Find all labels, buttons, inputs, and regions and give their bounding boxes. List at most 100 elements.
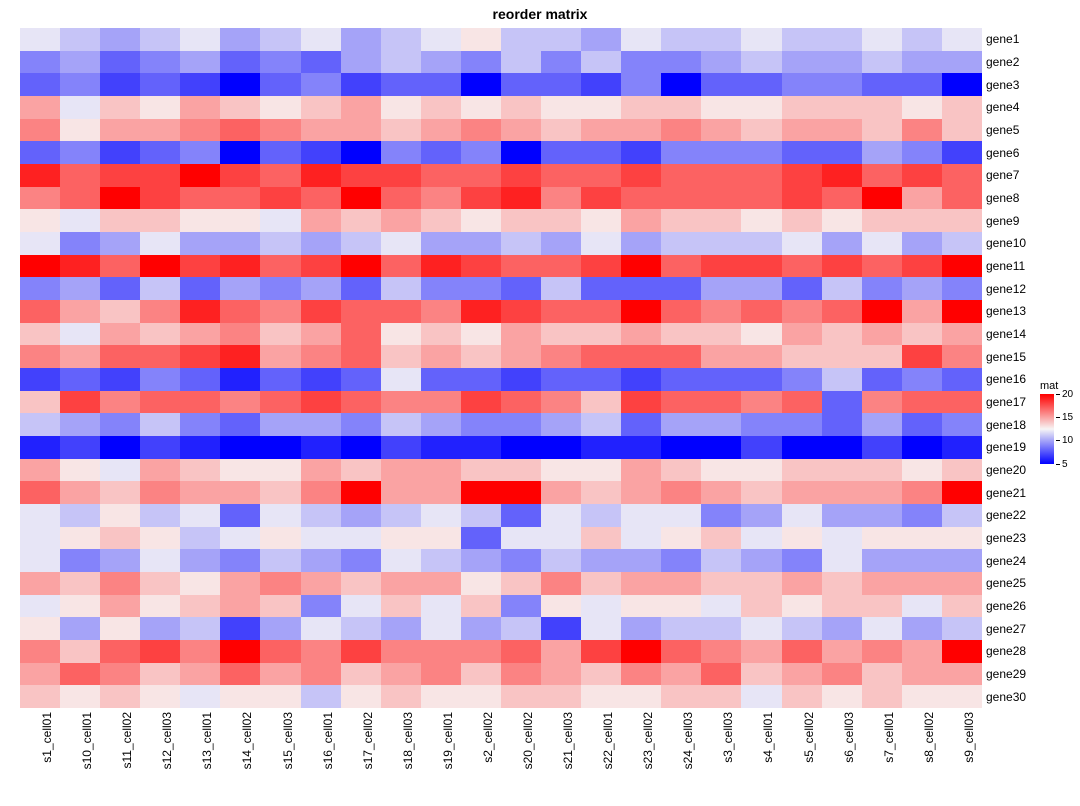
heatmap-cell	[822, 663, 862, 686]
heatmap-cell	[902, 527, 942, 550]
heatmap-cell	[541, 232, 581, 255]
heatmap-cell	[581, 413, 621, 436]
heatmap-cell	[301, 277, 341, 300]
heatmap-cell	[140, 323, 180, 346]
heatmap-cell	[60, 459, 100, 482]
heatmap-cell	[621, 640, 661, 663]
heatmap-cell	[140, 617, 180, 640]
heatmap-cell	[341, 436, 381, 459]
heatmap-cell	[421, 504, 461, 527]
heatmap-cell	[661, 481, 701, 504]
color-legend-tick-label: 15	[1062, 412, 1073, 423]
heatmap-cell	[661, 391, 701, 414]
heatmap-cell	[180, 323, 220, 346]
heatmap-cell	[902, 255, 942, 278]
heatmap-cell	[20, 141, 60, 164]
heatmap-cell	[621, 413, 661, 436]
heatmap-cell	[140, 28, 180, 51]
heatmap-cell	[822, 527, 862, 550]
heatmap-column-labels: s1_cell01s10_cell01s11_cell02s12_cell03s…	[20, 710, 982, 800]
heatmap-cell	[60, 640, 100, 663]
heatmap-cell	[741, 187, 781, 210]
heatmap-cell	[701, 323, 741, 346]
heatmap-cell	[621, 73, 661, 96]
heatmap-cell	[782, 617, 822, 640]
heatmap-cell	[381, 572, 421, 595]
heatmap-cell	[621, 232, 661, 255]
heatmap-cell	[862, 345, 902, 368]
heatmap-cell	[701, 413, 741, 436]
heatmap-cell	[581, 119, 621, 142]
chart-title: reorder matrix	[0, 6, 1080, 22]
heatmap-cell	[461, 617, 501, 640]
heatmap-column-label: s18_cell03	[401, 712, 415, 769]
heatmap-row-label: gene19	[986, 436, 1046, 459]
heatmap-cell	[60, 617, 100, 640]
heatmap-cell	[621, 209, 661, 232]
heatmap-cell	[301, 300, 341, 323]
heatmap-cell	[661, 187, 701, 210]
heatmap-cell	[60, 504, 100, 527]
heatmap-cell	[581, 527, 621, 550]
heatmap-cell	[862, 232, 902, 255]
heatmap-cell	[60, 209, 100, 232]
heatmap-cell	[421, 595, 461, 618]
heatmap-cell	[260, 119, 300, 142]
heatmap-cell	[341, 345, 381, 368]
heatmap-cell	[461, 96, 501, 119]
heatmap-cell	[100, 391, 140, 414]
heatmap-cell	[581, 300, 621, 323]
heatmap-cell	[581, 640, 621, 663]
heatmap-row-label: gene7	[986, 164, 1046, 187]
heatmap-cell	[301, 323, 341, 346]
heatmap-row-label: gene5	[986, 119, 1046, 142]
heatmap-cell	[461, 164, 501, 187]
heatmap-cell	[180, 481, 220, 504]
heatmap-cell	[661, 368, 701, 391]
heatmap-cell	[20, 481, 60, 504]
heatmap-cell	[862, 595, 902, 618]
heatmap-column-label: s8_cell02	[922, 712, 936, 763]
heatmap-cell	[501, 28, 541, 51]
heatmap-cell	[180, 141, 220, 164]
heatmap-cell	[902, 368, 942, 391]
heatmap-cell	[20, 300, 60, 323]
heatmap-cell	[661, 640, 701, 663]
heatmap-row-label: gene16	[986, 368, 1046, 391]
heatmap-cell	[60, 187, 100, 210]
heatmap-cell	[341, 527, 381, 550]
heatmap-cell	[621, 436, 661, 459]
heatmap-cell	[140, 572, 180, 595]
heatmap-cell	[341, 255, 381, 278]
heatmap-cell	[782, 51, 822, 74]
heatmap-cell	[260, 255, 300, 278]
heatmap-cell	[581, 232, 621, 255]
heatmap-cell	[541, 640, 581, 663]
color-legend-tick-label: 10	[1062, 435, 1073, 446]
heatmap-column-label: s10_cell01	[80, 712, 94, 769]
heatmap-cell	[661, 685, 701, 708]
heatmap-cell	[902, 595, 942, 618]
heatmap-cell	[942, 617, 982, 640]
heatmap-cell	[902, 504, 942, 527]
color-legend-bar	[1040, 394, 1054, 464]
heatmap-cell	[220, 277, 260, 300]
heatmap-cell	[60, 663, 100, 686]
heatmap-cell	[902, 685, 942, 708]
heatmap-cell	[381, 504, 421, 527]
heatmap-cell	[461, 209, 501, 232]
heatmap-cell	[421, 209, 461, 232]
heatmap-cell	[301, 481, 341, 504]
heatmap-cell	[501, 277, 541, 300]
heatmap-cell	[260, 549, 300, 572]
heatmap-row-label: gene26	[986, 595, 1046, 618]
heatmap-column-label: s2_cell02	[481, 712, 495, 763]
heatmap-cell	[741, 549, 781, 572]
heatmap-row-label: gene3	[986, 73, 1046, 96]
heatmap-cell	[782, 640, 822, 663]
heatmap-cell	[541, 391, 581, 414]
heatmap-cell	[421, 459, 461, 482]
heatmap-cell	[621, 504, 661, 527]
heatmap-cell	[20, 527, 60, 550]
heatmap-cell	[822, 572, 862, 595]
